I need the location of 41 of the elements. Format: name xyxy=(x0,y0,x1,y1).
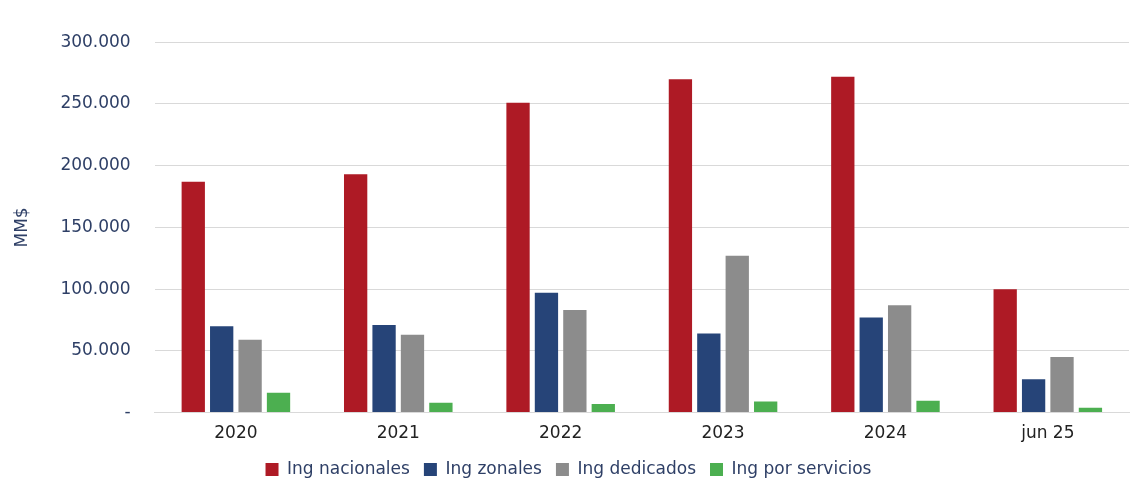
y-tick-label: 100.000 xyxy=(60,277,131,298)
bar xyxy=(372,324,396,413)
y-tick-label: 200.000 xyxy=(60,154,131,175)
bar xyxy=(916,400,940,413)
bar xyxy=(181,181,205,413)
bar xyxy=(591,403,615,413)
y-tick-label: 50.000 xyxy=(71,339,131,360)
bar xyxy=(725,255,749,413)
bar xyxy=(429,402,453,413)
bar xyxy=(400,334,425,413)
bar xyxy=(344,174,368,413)
bar xyxy=(1050,357,1074,413)
bar xyxy=(831,76,855,413)
legend-label: Ing nacionales xyxy=(287,457,411,478)
bar xyxy=(210,326,234,413)
bar xyxy=(1021,379,1046,413)
bar xyxy=(266,392,291,413)
y-tick-label: - xyxy=(124,401,131,422)
y-axis-title: MM$ xyxy=(10,207,31,248)
y-tick-label: 300.000 xyxy=(60,30,131,51)
y-tick-label: 150.000 xyxy=(60,215,131,236)
bar xyxy=(754,401,778,413)
x-tick-label: 2023 xyxy=(701,422,745,443)
x-tick-label: 2022 xyxy=(539,422,583,443)
x-tick-label: jun 25 xyxy=(1020,422,1075,443)
x-tick-label: 2024 xyxy=(863,422,908,443)
x-tick-label: 2021 xyxy=(376,422,420,443)
bar xyxy=(993,289,1017,413)
bar xyxy=(506,102,530,413)
bar xyxy=(887,305,912,413)
bar xyxy=(563,310,587,413)
x-tick-label: 2020 xyxy=(214,422,258,443)
bar xyxy=(668,79,693,413)
legend-label: Ing por servicios xyxy=(731,457,872,478)
legend-label: Ing dedicados xyxy=(577,457,697,478)
bar xyxy=(697,333,721,413)
bar xyxy=(859,317,883,413)
y-tick-label: 250.000 xyxy=(60,92,131,113)
bar xyxy=(238,339,262,413)
legend-label: Ing zonales xyxy=(445,457,543,478)
bar xyxy=(534,292,559,413)
